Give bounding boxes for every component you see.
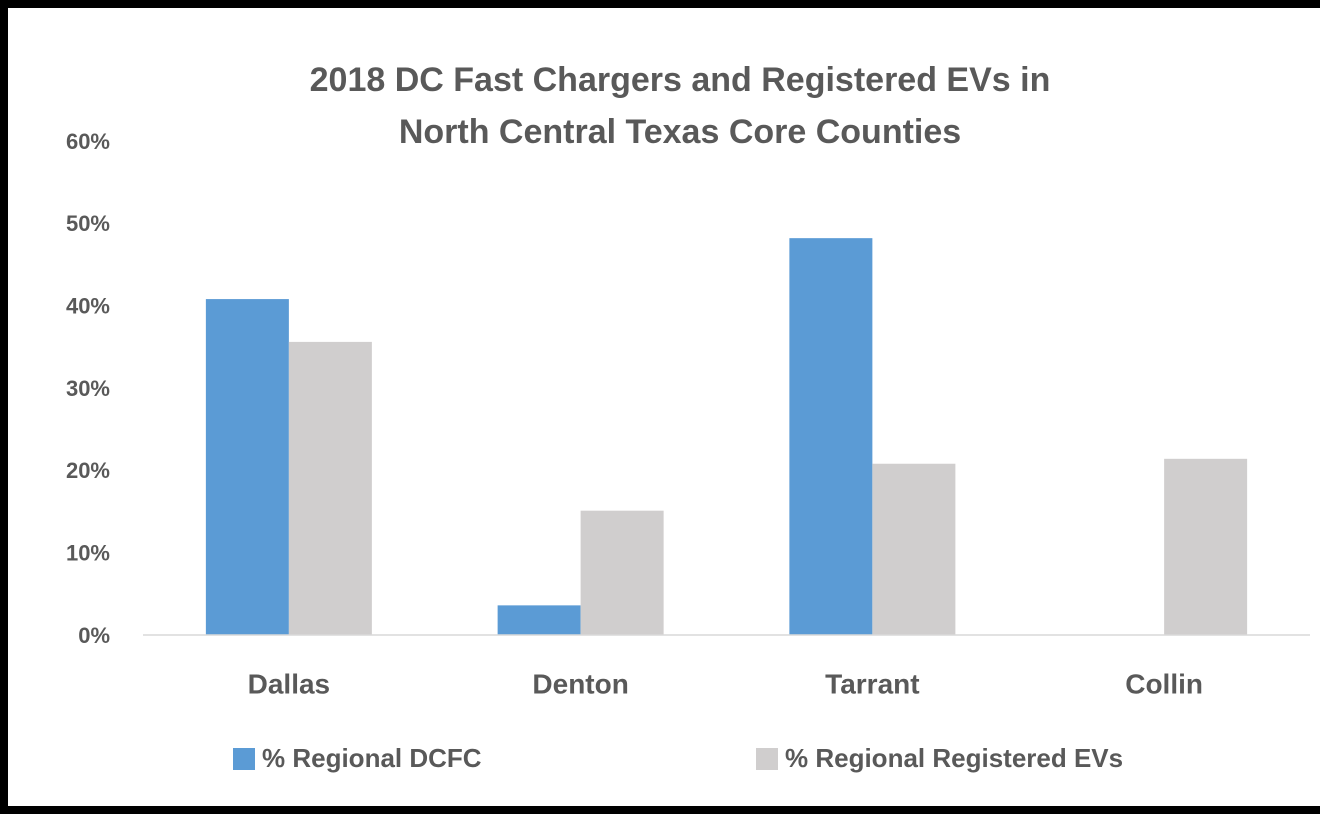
- x-tick-label: Denton: [532, 668, 628, 699]
- bar: [288, 341, 372, 635]
- legend-swatch: [233, 748, 255, 770]
- y-tick-label: 20%: [66, 458, 110, 483]
- legend-label: % Regional Registered EVs: [785, 743, 1123, 773]
- x-tick-label: Tarrant: [825, 668, 919, 699]
- chart-title: 2018 DC Fast Chargers and Registered EVs…: [310, 61, 1051, 99]
- y-tick-label: 40%: [66, 293, 110, 318]
- legend-label: % Regional DCFC: [262, 743, 482, 773]
- bar: [580, 510, 664, 635]
- x-tick-label: Collin: [1125, 668, 1203, 699]
- chart-title: North Central Texas Core Counties: [399, 113, 961, 151]
- y-tick-label: 10%: [66, 540, 110, 565]
- bar: [497, 605, 581, 635]
- bar: [205, 299, 289, 635]
- bar: [1164, 458, 1248, 635]
- y-tick-label: 0%: [78, 623, 110, 648]
- bar: [789, 238, 873, 636]
- bar: [872, 463, 956, 635]
- y-tick-label: 30%: [66, 376, 110, 401]
- y-tick-label: 60%: [66, 129, 110, 154]
- legend-swatch: [756, 748, 778, 770]
- y-tick-label: 50%: [66, 211, 110, 236]
- x-tick-label: Dallas: [248, 668, 331, 699]
